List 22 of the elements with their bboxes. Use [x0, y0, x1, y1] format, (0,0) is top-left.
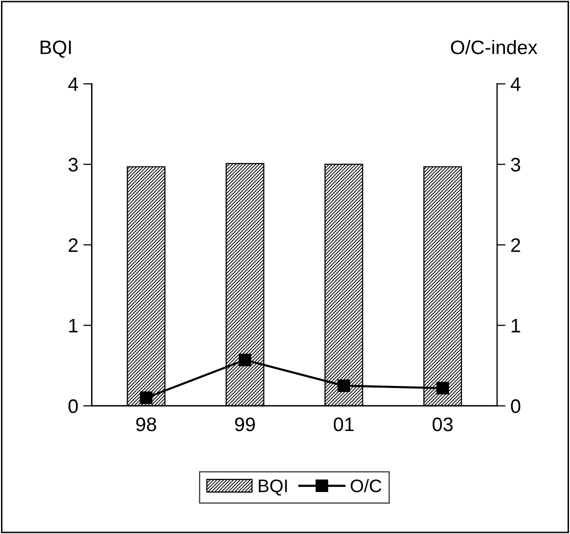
legend-label: BQI — [258, 479, 287, 496]
y-axis-title: BQI — [40, 40, 71, 58]
x-tick-label: 01 — [334, 417, 354, 432]
y-tick-label: 1 — [69, 319, 78, 332]
y2-tick-label: 2 — [511, 238, 520, 252]
y2-tick-label: 4 — [510, 78, 520, 91]
legend-label: O/C — [350, 479, 382, 492]
y-tick-label: 2 — [68, 238, 78, 252]
y2-tick-label: 0 — [510, 399, 520, 414]
point — [238, 354, 252, 366]
y-tick-label: 4 — [68, 78, 78, 91]
x-tick-label: 99 — [235, 417, 255, 432]
y2-tick-label: 3 — [510, 158, 520, 172]
x-tick-label: 03 — [432, 417, 453, 432]
point — [338, 379, 350, 392]
x-tick-label: 98 — [136, 417, 156, 432]
y-tick-label: 0 — [68, 399, 78, 414]
point — [436, 382, 449, 394]
point — [140, 392, 152, 404]
y-tick-label: 3 — [68, 158, 78, 172]
y2-tick-label: 1 — [512, 319, 520, 332]
y2-axis-title: O/C-index — [450, 40, 538, 54]
